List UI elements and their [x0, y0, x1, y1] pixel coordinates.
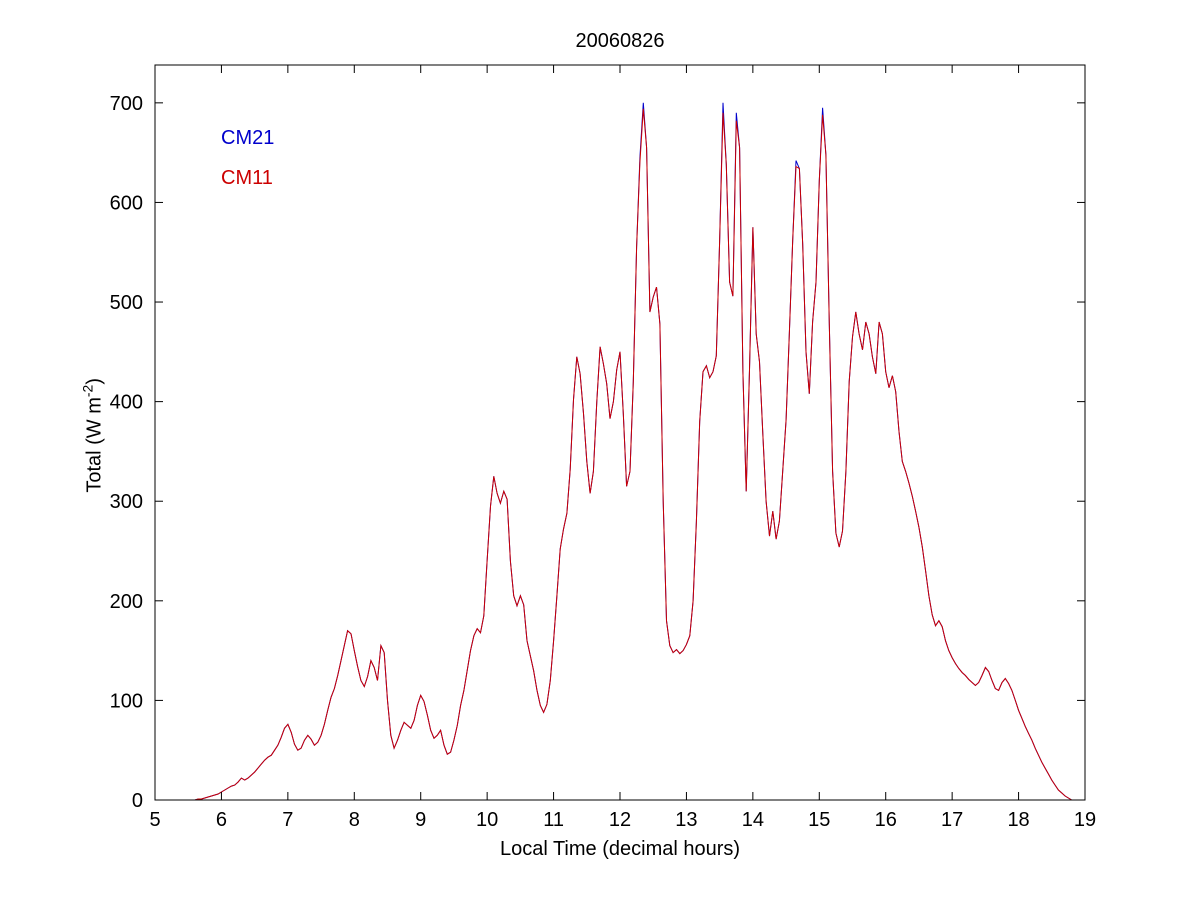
x-tick-label: 10	[476, 809, 498, 831]
x-tick-label: 19	[1074, 809, 1096, 831]
y-tick-label: 600	[110, 192, 143, 214]
x-tick-label: 9	[415, 809, 426, 831]
x-tick-label: 16	[875, 809, 897, 831]
x-tick-label: 15	[808, 809, 830, 831]
y-tick-label: 0	[132, 790, 143, 812]
x-tick-label: 12	[609, 809, 631, 831]
y-tick-label: 200	[110, 591, 143, 613]
legend: CM21 CM11	[221, 118, 274, 198]
legend-item-cm11: CM11	[221, 167, 273, 189]
x-tick-label: 18	[1007, 809, 1029, 831]
chart-title: 20060826	[575, 30, 665, 52]
y-tick-label: 400	[110, 392, 143, 414]
y-tick-label: 700	[110, 93, 143, 115]
y-axis-label: Total (W m-2)	[80, 0, 107, 900]
x-tick-label: 6	[216, 809, 227, 831]
legend-item-cm21: CM21	[221, 127, 275, 149]
x-tick-label: 11	[543, 809, 564, 831]
x-tick-label: 5	[149, 809, 160, 831]
series-line-cm11	[194, 108, 1072, 801]
y-axis-label-text: Total (W m	[83, 397, 106, 493]
y-tick-label: 500	[110, 292, 143, 314]
x-tick-label: 7	[282, 809, 293, 831]
series-line-cm21	[194, 102, 1072, 801]
y-tick-label: 300	[110, 491, 143, 513]
x-tick-label: 8	[349, 809, 360, 831]
axes-box	[154, 64, 1086, 801]
x-tick-label: 14	[742, 809, 764, 831]
x-tick-label: 17	[941, 809, 963, 831]
y-tick-label: 100	[110, 690, 143, 712]
y-axis-label-close: )	[83, 377, 106, 385]
x-tick-label: 13	[675, 809, 697, 831]
x-axis-label: Local Time (decimal hours)	[499, 838, 741, 860]
y-axis-label-superscript: -2	[79, 384, 96, 398]
